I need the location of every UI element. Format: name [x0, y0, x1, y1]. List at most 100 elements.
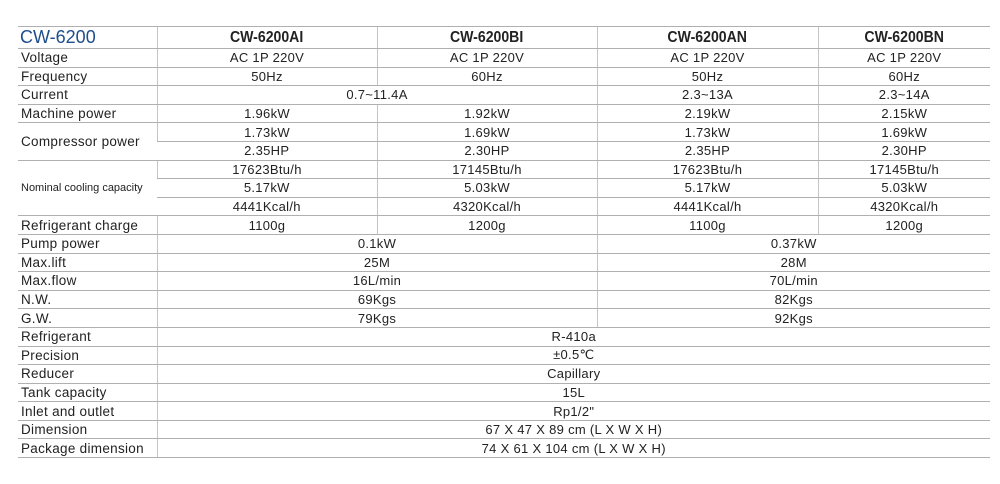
spec-label: Max.lift [18, 252, 157, 273]
spec-value: 0.1kW [156, 233, 597, 254]
table-row: Max.lift 25M 28M [18, 252, 990, 273]
table-row: Dimension 67 X 47 X 89 cm (L X W X H) [18, 419, 990, 440]
spec-value: 0.37kW [596, 233, 990, 254]
model-header: CW-6200AN [596, 26, 818, 49]
spec-label: Machine power [18, 103, 157, 124]
spec-label: Current [18, 85, 157, 105]
table-row: Nominal cooling capacity 17623Btu/h 17145B… [18, 159, 990, 217]
spec-value: 2.19kW [596, 103, 818, 124]
spec-label: Inlet and outlet [18, 401, 157, 421]
spec-label: Refrigerant charge [18, 215, 157, 235]
spec-value: AC 1P 220V [596, 48, 818, 68]
spec-value: 2.35HP [157, 140, 377, 161]
table-row: Refrigerant charge 1100g 1200g 1100g 1200g [18, 215, 990, 235]
table-row: 4441Kcal/h 4320Kcal/h 4441Kcal/h 4320Kcal/h [18, 196, 990, 217]
spec-value: 4320Kcal/h [376, 196, 597, 217]
spec-value: 50Hz [596, 66, 818, 87]
spec-value: 1.92kW [376, 103, 597, 124]
spec-label: N.W. [18, 289, 157, 310]
spec-label: Pump power [18, 233, 157, 254]
spec-label: Max.flow [18, 271, 157, 291]
table-row: Reducer Capillary [18, 364, 990, 384]
table-row: Voltage AC 1P 220V AC 1P 220V AC 1P 220V AC … [18, 48, 990, 68]
spec-value: 25M [156, 252, 597, 273]
spec-value: 1.96kW [156, 103, 377, 124]
spec-value: 1100g [596, 215, 818, 235]
spec-label: Reducer [18, 364, 157, 384]
spec-label: Compressor power [18, 122, 157, 161]
model-name: CW-6200AN [667, 28, 748, 46]
spec-value: 5.17kW [157, 178, 377, 198]
spec-value: AC 1P 220V [156, 48, 377, 68]
spec-label: Voltage [18, 48, 157, 68]
spec-value: 17623Btu/h [156, 159, 377, 180]
model-header: CW-6200AI [156, 26, 377, 49]
spec-label: Nominal cooling capacity [18, 159, 157, 217]
table-row: N.W. 69Kgs 82Kgs [18, 289, 990, 310]
spec-value: 60Hz [817, 66, 990, 87]
spec-value: AC 1P 220V [376, 48, 597, 68]
table-row: Tank capacity 15L [18, 382, 990, 403]
spec-value: 17623Btu/h [596, 159, 818, 180]
table-row: Precision ±0.5℃ [18, 345, 990, 366]
spec-value: Capillary [156, 364, 990, 384]
spec-label: Frequency [18, 66, 157, 87]
table-row: Frequency 50Hz 60Hz 50Hz 60Hz [18, 66, 990, 87]
spec-value: 28M [596, 252, 990, 273]
spec-label: Precision [18, 345, 157, 366]
spec-value: 4441Kcal/h [157, 196, 377, 217]
table-row: 5.17kW 5.03kW 5.17kW 5.03kW [18, 178, 990, 198]
series-title: CW-6200 [18, 26, 157, 49]
spec-value: 1.69kW [817, 122, 990, 142]
spec-value: 92Kgs [596, 308, 990, 328]
spec-value: 60Hz [376, 66, 597, 87]
spec-value: 17145Btu/h [817, 159, 990, 180]
table-row: Refrigerant R-410a [18, 326, 990, 347]
table-row: Current 0.7~11.4A 2.3~13A 2.3~14A [18, 85, 990, 105]
spec-value: 1.69kW [376, 122, 597, 142]
spec-value: AC 1P 220V [817, 48, 990, 68]
spec-label: G.W. [18, 308, 157, 328]
spec-value: 82Kgs [596, 289, 990, 310]
spec-value: ±0.5℃ [156, 345, 990, 366]
spec-value: 16L/min [156, 271, 597, 291]
model-name: CW-6200BI [450, 28, 524, 46]
model-header: CW-6200BI [376, 26, 597, 49]
spec-value: 0.7~11.4A [156, 85, 597, 105]
spec-value: 1.73kW [156, 122, 377, 142]
spec-value: 67 X 47 X 89 cm (L X W X H) [156, 419, 990, 440]
table-row: G.W. 79Kgs 92Kgs [18, 308, 990, 328]
spec-value: 74 X 61 X 104 cm (L X W X H) [156, 438, 990, 459]
table-row: Max.flow 16L/min 70L/min [18, 271, 990, 291]
model-header: CW-6200BN [817, 26, 990, 49]
spec-value: 2.30HP [376, 140, 597, 161]
table-row: Package dimension 74 X 61 X 104 cm (L X W… [18, 438, 990, 459]
model-name: CW-6200BN [864, 28, 945, 46]
spec-value: 2.30HP [817, 140, 990, 161]
table-row: Inlet and outlet Rp1/2" [18, 401, 990, 421]
table-row: Compressor power 1.73kW 1.69kW 1.73kW 1.69kW [18, 122, 990, 161]
model-name: CW-6200AI [230, 28, 304, 46]
spec-value: 2.3~13A [596, 85, 818, 105]
spec-value: 15L [156, 382, 990, 403]
spec-value: 5.17kW [596, 178, 818, 198]
spec-value: 1.73kW [596, 122, 818, 142]
spec-value: 17145Btu/h [376, 159, 597, 180]
spec-value: 5.03kW [376, 178, 597, 198]
header-row: CW-6200 CW-6200AI CW-6200BI CW-6200AN CW… [18, 26, 990, 49]
spec-value: 70L/min [596, 271, 990, 291]
spec-table: CW-6200 CW-6200AI CW-6200BI CW-6200AN CW… [18, 26, 990, 459]
spec-value: 69Kgs [156, 289, 597, 310]
spec-value: 5.03kW [817, 178, 990, 198]
spec-body: Voltage AC 1P 220V AC 1P 220V AC 1P 220V AC … [18, 48, 990, 459]
spec-label: Tank capacity [18, 382, 157, 403]
spec-value: 1200g [817, 215, 990, 235]
spec-value: Rp1/2" [156, 401, 990, 421]
spec-value: 50Hz [156, 66, 377, 87]
spec-value: 1100g [156, 215, 377, 235]
spec-value: 1200g [376, 215, 597, 235]
table-row: 2.35HP 2.30HP 2.35HP 2.30HP [18, 140, 990, 161]
spec-value: 2.3~14A [817, 85, 990, 105]
spec-value: 4441Kcal/h [596, 196, 818, 217]
spec-label: Dimension [18, 419, 157, 440]
